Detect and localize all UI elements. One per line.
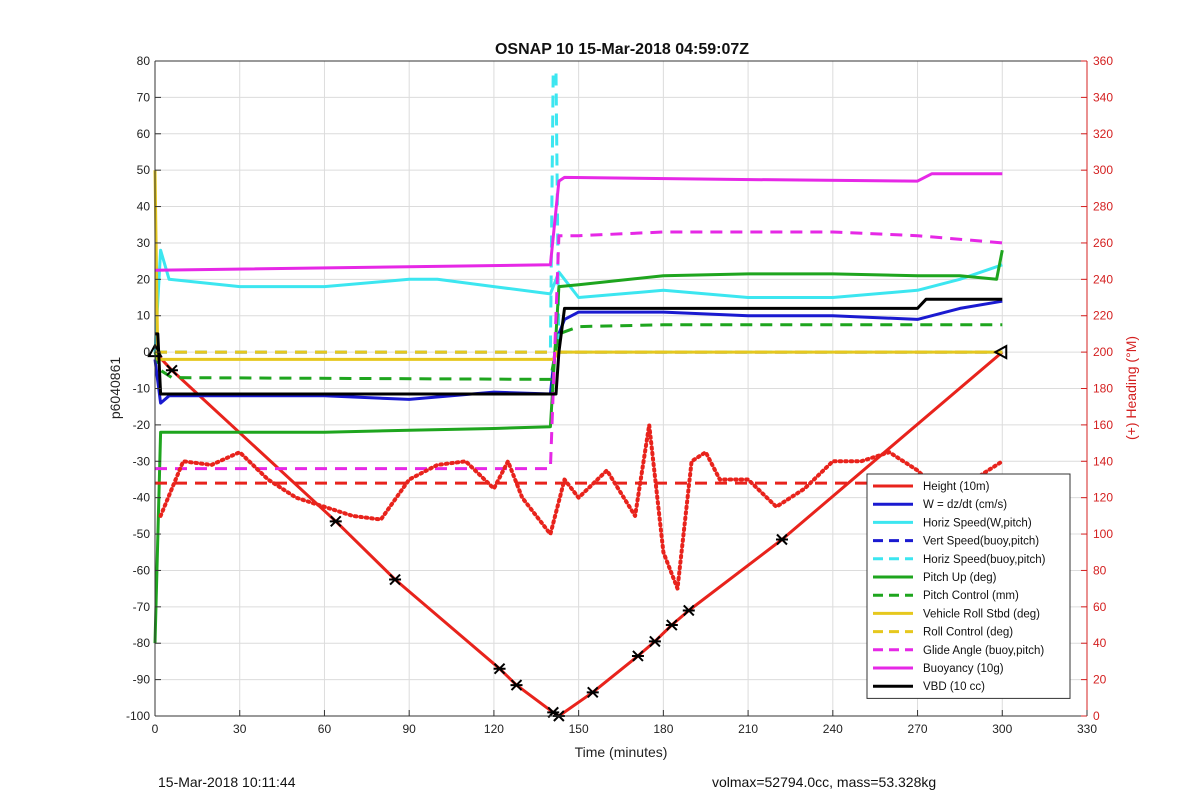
y2-tick-label: 80 (1093, 563, 1107, 577)
dive-marker (775, 533, 788, 546)
end-marker (993, 344, 1008, 360)
y2-tick-label: 20 (1093, 673, 1107, 687)
x-tick-label: 300 (992, 722, 1012, 736)
legend-label: Pitch Control (mm) (923, 590, 1019, 602)
y2-tick-label: 280 (1093, 200, 1113, 214)
y2-tick-label: 120 (1093, 491, 1113, 505)
series-line (153, 323, 1003, 381)
y-tick-label: 0 (143, 345, 150, 359)
dive-marker (165, 364, 178, 377)
x-tick-label: 150 (569, 722, 589, 736)
y-tick-label: 40 (137, 200, 151, 214)
x-tick-label: 30 (233, 722, 247, 736)
legend: Height (10m) W = dz/dt (cm/s) Horiz Speed(… (866, 473, 1071, 699)
x-tick-label: 90 (403, 722, 417, 736)
dive-marker (586, 686, 599, 699)
y-tick-label: -100 (126, 709, 150, 723)
y2-tick-label: 140 (1093, 454, 1113, 468)
legend-label: Height (10m) (923, 481, 990, 493)
y2-tick-label: 40 (1093, 636, 1107, 650)
legend-label: Horiz Speed(buoy,pitch) (923, 554, 1046, 566)
y-tick-label: 60 (137, 127, 151, 141)
chart-title: OSNAP 10 15-Mar-2018 04:59:07Z (495, 41, 749, 58)
y-axis-label: p6040861 (107, 357, 123, 420)
y-tick-label: 70 (137, 90, 151, 104)
legend-label: Roll Control (deg) (923, 627, 1013, 639)
x-tick-label: 180 (653, 722, 673, 736)
y-tick-label: -40 (133, 491, 151, 505)
y2-tick-label: 60 (1093, 600, 1107, 614)
legend-label: Pitch Up (deg) (923, 572, 997, 584)
x-tick-label: 270 (908, 722, 928, 736)
y2-tick-label: 160 (1093, 418, 1113, 432)
y-tick-label: -80 (133, 636, 151, 650)
series-line (154, 172, 1003, 272)
y2-tick-label: 340 (1093, 90, 1113, 104)
legend-label: W = dz/dt (cm/s) (923, 499, 1007, 511)
x-tick-label: 240 (823, 722, 843, 736)
dive-marker (389, 573, 402, 586)
dive-marker (510, 679, 523, 691)
x-tick-label: 210 (738, 722, 758, 736)
y2-tick-label: 320 (1093, 127, 1113, 141)
y-tick-label: -90 (133, 673, 151, 687)
y-tick-label: -30 (133, 454, 151, 468)
series-line (153, 248, 1003, 353)
y2-tick-label: 360 (1093, 54, 1113, 68)
footer-timestamp: 15-Mar-2018 10:11:44 (158, 774, 296, 790)
y-tick-label: -20 (133, 418, 151, 432)
y2-tick-label: 220 (1093, 309, 1113, 323)
y-tick-label: -60 (133, 563, 151, 577)
dive-marker (493, 662, 506, 675)
y2-tick-label: 180 (1093, 382, 1113, 396)
y-tick-label: -50 (133, 527, 151, 541)
footer-volmax-mass: volmax=52794.0cc, mass=53.328kg (712, 774, 937, 790)
y-tick-label: 10 (137, 309, 151, 323)
y-tick-label: 50 (137, 163, 151, 177)
series-line (153, 170, 1003, 361)
y-tick-label: 20 (137, 272, 151, 286)
series-line (158, 422, 1005, 591)
dive-marker (329, 515, 342, 528)
dive-marker (631, 650, 644, 662)
dive-marker (665, 619, 678, 631)
legend-label: Horiz Speed(W,pitch) (923, 517, 1032, 529)
x-tick-label: 120 (484, 722, 504, 736)
y-tick-label: 30 (137, 236, 151, 250)
y2-tick-label: 200 (1093, 345, 1113, 359)
x-tick-label: 60 (318, 722, 332, 736)
dive-marker (648, 635, 661, 648)
legend-box (866, 473, 1071, 699)
legend-label: Glide Angle (buoy,pitch) (923, 645, 1044, 657)
dive-marker (682, 604, 695, 617)
legend-label: Vert Speed(buoy,pitch) (923, 536, 1039, 548)
y2-axis-label: (+) Heading (°M) (1123, 336, 1139, 440)
y-tick-label: -10 (133, 382, 151, 396)
legend-label: Buoyancy (10g) (923, 663, 1004, 675)
legend-label: VBD (10 cc) (923, 681, 985, 693)
legend-label: Vehicle Roll Stbd (deg) (923, 608, 1040, 620)
y2-tick-label: 100 (1093, 527, 1113, 541)
series-layer (147, 70, 1008, 722)
y2-tick-label: 260 (1093, 236, 1113, 250)
x-tick-label: 330 (1077, 722, 1097, 736)
x-axis-label: Time (minutes) (575, 744, 668, 760)
x-tick-label: 0 (152, 722, 159, 736)
y2-tick-label: 240 (1093, 272, 1113, 286)
series-line (153, 249, 1004, 644)
y2-tick-label: 300 (1093, 163, 1113, 177)
axes: 0 30 60 90 120 150 180 210 240 270 300 330807060504… (126, 54, 1113, 736)
y-tick-label: 80 (137, 54, 151, 68)
y2-tick-label: 0 (1093, 709, 1100, 723)
y-tick-label: -70 (133, 600, 151, 614)
series-line (155, 297, 1003, 396)
